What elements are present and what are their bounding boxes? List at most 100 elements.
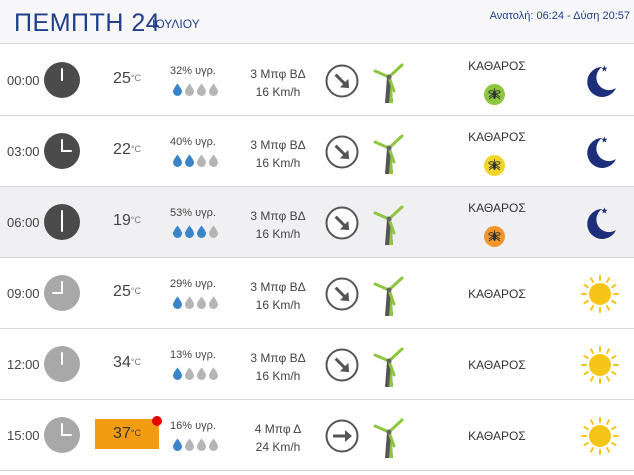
drop-empty-icon (185, 83, 194, 96)
temperature-value: 19 (113, 212, 131, 229)
drop-filled-icon (173, 296, 182, 309)
forecast-row: 15:00 37°C 16% υγρ. 4 Μπφ Δ 24 Km/h ΚΑΘΑΡΟΣ (0, 400, 634, 471)
wind-force: 4 Μπφ Δ (254, 422, 302, 436)
drop-empty-icon (209, 83, 218, 96)
heat-alert-dot (152, 416, 162, 426)
humidity: 32% υγρ. (170, 65, 216, 77)
arrow-down-right-icon (325, 135, 359, 169)
clock-icon (44, 62, 80, 98)
temperature-unit: °C (130, 428, 141, 438)
wind-speed: 16 Km/h (255, 85, 301, 99)
forecast-time: 03:00 (7, 144, 40, 159)
wind-info: 4 Μπφ Δ 24 Km/h (236, 420, 320, 456)
drop-empty-icon (197, 154, 206, 167)
forecast-row: 00:00 25°C 32% υγρ. 3 Μπφ ΒΔ 16 Km/h ΚΑΘΑΡΟΣ (0, 45, 634, 116)
humidity: 16% υγρ. (170, 420, 216, 432)
wind-turbine-icon (372, 412, 406, 460)
wind-turbine-icon (372, 270, 406, 318)
wind-turbine-icon (372, 341, 406, 389)
arrow-down-right-icon (325, 64, 359, 98)
drop-empty-icon (209, 438, 218, 451)
humidity-drops (172, 296, 220, 314)
humidity-drops (172, 225, 220, 243)
month-label: ΙΟΥΛΙΟΥ (152, 17, 200, 31)
humidity-drops (172, 83, 220, 101)
clock-icon (44, 133, 80, 169)
temperature: 22°C (95, 138, 159, 168)
sky-condition: ΚΑΘΑΡΟΣ (468, 59, 526, 73)
wind-info: 3 Μπφ ΒΔ 16 Km/h (236, 65, 320, 101)
temperature: 19°C (95, 209, 159, 239)
temperature: 37°C (95, 416, 162, 449)
wind-info: 3 Μπφ ΒΔ 16 Km/h (236, 349, 320, 385)
temperature-unit: °C (130, 215, 141, 225)
drop-empty-icon (209, 367, 218, 380)
wind-speed: 16 Km/h (255, 298, 301, 312)
arrow-down-right-icon (325, 206, 359, 240)
mosquito-icon (484, 84, 505, 105)
drop-filled-icon (173, 83, 182, 96)
arrow-down-right-icon (325, 277, 359, 311)
humidity-drops (172, 154, 220, 172)
humidity-drops (172, 438, 220, 456)
temperature-value: 37 (113, 425, 131, 442)
clock-icon (44, 204, 80, 240)
sky-condition: ΚΑΘΑΡΟΣ (468, 130, 526, 144)
wind-speed: 16 Km/h (255, 369, 301, 383)
mosquito-icon (484, 226, 505, 247)
wind-force: 3 Μπφ ΒΔ (250, 67, 306, 81)
forecast-row: 03:00 22°C 40% υγρ. 3 Μπφ ΒΔ 16 Km/h ΚΑΘΑΡΟΣ (0, 116, 634, 187)
forecast-row: 12:00 34°C 13% υγρ. 3 Μπφ ΒΔ 16 Km/h ΚΑΘΑΡΟΣ (0, 329, 634, 400)
sky-condition: ΚΑΘΑΡΟΣ (468, 358, 526, 372)
drop-empty-icon (209, 225, 218, 238)
humidity: 53% υγρ. (170, 207, 216, 219)
drop-empty-icon (185, 438, 194, 451)
drop-filled-icon (173, 225, 182, 238)
temperature-unit: °C (130, 144, 141, 154)
wind-force: 3 Μπφ ΒΔ (250, 280, 306, 294)
wind-force: 3 Μπφ ΒΔ (250, 138, 306, 152)
forecast-time: 15:00 (7, 428, 40, 443)
drop-empty-icon (209, 154, 218, 167)
wind-turbine-icon (372, 57, 406, 105)
drop-filled-icon (173, 367, 182, 380)
wind-speed: 24 Km/h (255, 440, 301, 454)
moon-icon (580, 61, 620, 101)
sun-icon (580, 274, 620, 314)
sunrise-sunset: Ανατολή: 06:24 - Δύση 20:57 (489, 10, 630, 22)
drop-filled-icon (173, 438, 182, 451)
sun-icon (580, 416, 620, 456)
wind-speed: 16 Km/h (255, 227, 301, 241)
wind-info: 3 Μπφ ΒΔ 16 Km/h (236, 136, 320, 172)
wind-info: 3 Μπφ ΒΔ 16 Km/h (236, 207, 320, 243)
forecast-time: 06:00 (7, 215, 40, 230)
drop-empty-icon (209, 296, 218, 309)
temperature-unit: °C (130, 286, 141, 296)
drop-empty-icon (185, 367, 194, 380)
arrow-down-right-icon (325, 348, 359, 382)
temperature-value: 34 (113, 354, 131, 371)
arrow-right-icon (325, 419, 359, 453)
wind-force: 3 Μπφ ΒΔ (250, 209, 306, 223)
drop-empty-icon (185, 296, 194, 309)
humidity-drops (172, 367, 220, 385)
day-title: ΠΕΜΠΤΗ 24 (14, 9, 161, 37)
drop-filled-icon (185, 225, 194, 238)
clock-icon (44, 275, 80, 311)
forecast-row: 09:00 25°C 29% υγρ. 3 Μπφ ΒΔ 16 Km/h ΚΑΘΑΡΟΣ (0, 258, 634, 329)
drop-filled-icon (173, 154, 182, 167)
wind-turbine-icon (372, 128, 406, 176)
moon-icon (580, 132, 620, 172)
drop-filled-icon (185, 154, 194, 167)
temperature-unit: °C (130, 73, 141, 83)
drop-empty-icon (197, 367, 206, 380)
humidity: 13% υγρ. (170, 349, 216, 361)
drop-filled-icon (197, 225, 206, 238)
temperature-value: 25 (113, 283, 131, 300)
temperature: 25°C (95, 280, 159, 310)
drop-empty-icon (197, 83, 206, 96)
clock-icon (44, 346, 80, 382)
temperature: 34°C (95, 351, 159, 381)
temperature-value: 22 (113, 141, 131, 158)
